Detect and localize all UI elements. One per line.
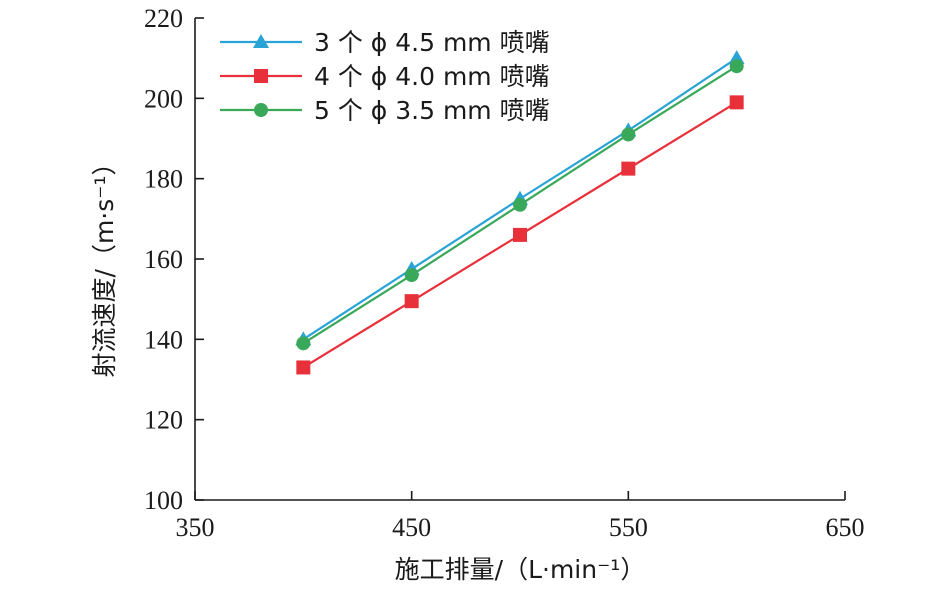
y-tick-label: 220 <box>144 4 183 33</box>
x-tick-label: 550 <box>609 513 648 542</box>
y-axis-title: 射流速度/（m·s⁻¹） <box>90 151 119 378</box>
legend-item: 5 个 ϕ 3.5 mm 喷嘴 <box>220 96 550 125</box>
data-point <box>621 127 636 142</box>
x-tick-label: 650 <box>826 513 865 542</box>
ticks: 350 450 550 650 100 120 140 160 180 200 220 <box>144 4 865 542</box>
y-tick-label: 200 <box>144 84 183 113</box>
y-tick-label: 100 <box>144 486 183 515</box>
y-tick-label: 160 <box>144 245 183 274</box>
data-point <box>621 161 636 176</box>
data-point <box>513 197 527 212</box>
data-point <box>404 294 419 309</box>
legend-item: 4 个 ϕ 4.0 mm 喷嘴 <box>220 62 550 91</box>
legend-label: 3 个 ϕ 4.5 mm 喷嘴 <box>314 28 550 57</box>
data-point <box>513 227 527 242</box>
x-axis-title: 施工排量/（L·min⁻¹） <box>395 555 646 584</box>
series-group <box>296 95 744 375</box>
legend-label: 4 个 ϕ 4.0 mm 喷嘴 <box>314 62 550 91</box>
x-tick-label: 350 <box>176 513 215 542</box>
legend-marker <box>253 34 269 48</box>
y-tick-label: 140 <box>144 325 183 354</box>
data-point <box>296 336 311 351</box>
data-point <box>729 59 744 74</box>
series-group <box>296 59 744 351</box>
legend-marker <box>254 69 268 83</box>
legend-label: 5 个 ϕ 3.5 mm 喷嘴 <box>314 96 550 125</box>
data-point <box>296 360 311 375</box>
legend-marker <box>254 103 268 117</box>
data-point <box>729 95 744 110</box>
series <box>295 50 745 375</box>
data-point <box>404 268 419 283</box>
legend: 3 个 ϕ 4.5 mm 喷嘴 4 个 ϕ 4.0 mm 喷嘴 5 个 ϕ 3.5 … <box>220 28 550 125</box>
legend-item: 3 个 ϕ 4.5 mm 喷嘴 <box>220 28 550 57</box>
x-tick-label: 450 <box>392 513 431 542</box>
series-group <box>295 50 745 346</box>
y-tick-label: 120 <box>144 406 183 435</box>
y-tick-label: 180 <box>144 165 183 194</box>
